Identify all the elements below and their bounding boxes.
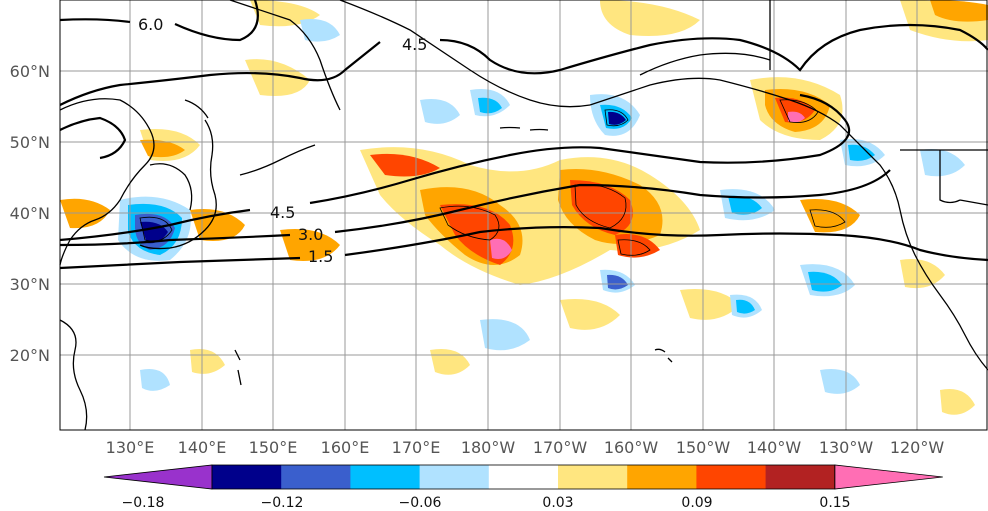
colorbar-segment [488,465,559,489]
lon-label: 180°W [461,438,516,457]
map-panel: 6.0 4.5 4.5 3.0 1.5 [59,0,988,431]
contour-outer-ring [59,116,127,160]
contour-4.5-north [59,23,988,106]
lon-label: 150°E [249,438,298,457]
colorbar-outline [211,464,836,490]
contour-6.0 [59,0,259,42]
positive-anomaly-shading [60,0,988,415]
lon-label: 150°W [676,438,731,457]
lat-label: 20°N [10,346,50,365]
lon-label: 170°E [392,438,441,457]
contour-label-group: 6.0 4.5 4.5 3.0 1.5 [138,15,427,266]
colorbar-segment [419,465,490,489]
latitude-labels: 60°N 50°N 40°N 30°N 20°N [10,62,50,365]
contour-4.5-south [59,93,851,242]
lon-label: 120°W [890,438,945,457]
colorbar-segment [627,465,697,489]
significance-contours [139,99,846,256]
colorbar-segment [696,465,767,489]
colorbar-segment [558,465,628,489]
contour-label-6-0: 6.0 [138,15,163,34]
colorbar-tick-label: 0.03 [542,495,573,511]
lon-label: 130°W [819,438,874,457]
map-border [59,0,988,431]
colorbar-extend-low [103,464,213,490]
lon-label: 140°W [747,438,802,457]
lat-label: 40°N [10,204,50,223]
colorbar-tick-label: −0.12 [261,495,304,511]
contour-label-1-5: 1.5 [308,247,333,266]
lon-label: 170°W [533,438,588,457]
colorbar-segment [350,465,421,489]
lat-label: 60°N [10,62,50,81]
lon-label: 130°E [106,438,155,457]
lon-label: 140°E [178,438,227,457]
contour-label-4-5-south: 4.5 [270,203,295,222]
colorbar-tick-labels: −0.18 −0.12 −0.06 0.03 0.09 0.15 [122,495,851,511]
colorbar [103,464,943,490]
coastlines [59,0,988,431]
colorbar-tick-label: 0.09 [681,495,712,511]
colorbar-tick-label: −0.18 [122,495,165,511]
contour-label-3-0: 3.0 [298,225,323,244]
contour-3.0 [59,169,891,247]
colorbar-tick-label: 0.15 [819,495,850,511]
lon-label: 160°E [321,438,370,457]
contour-label-4-5-north: 4.5 [402,35,427,54]
colorbar-segment [281,465,351,489]
colorbar-segment [765,465,836,489]
lat-label: 50°N [10,133,50,152]
colorbar-segment [212,465,282,489]
longitude-labels: 130°E 140°E 150°E 160°E 170°E 180°W 170°… [106,438,945,457]
height-contours [59,0,988,270]
lat-label: 30°N [10,275,50,294]
colorbar-extend-high [834,464,943,490]
colorbar-tick-label: −0.06 [399,495,442,511]
contour-1.5 [59,226,988,270]
lon-label: 160°W [604,438,659,457]
